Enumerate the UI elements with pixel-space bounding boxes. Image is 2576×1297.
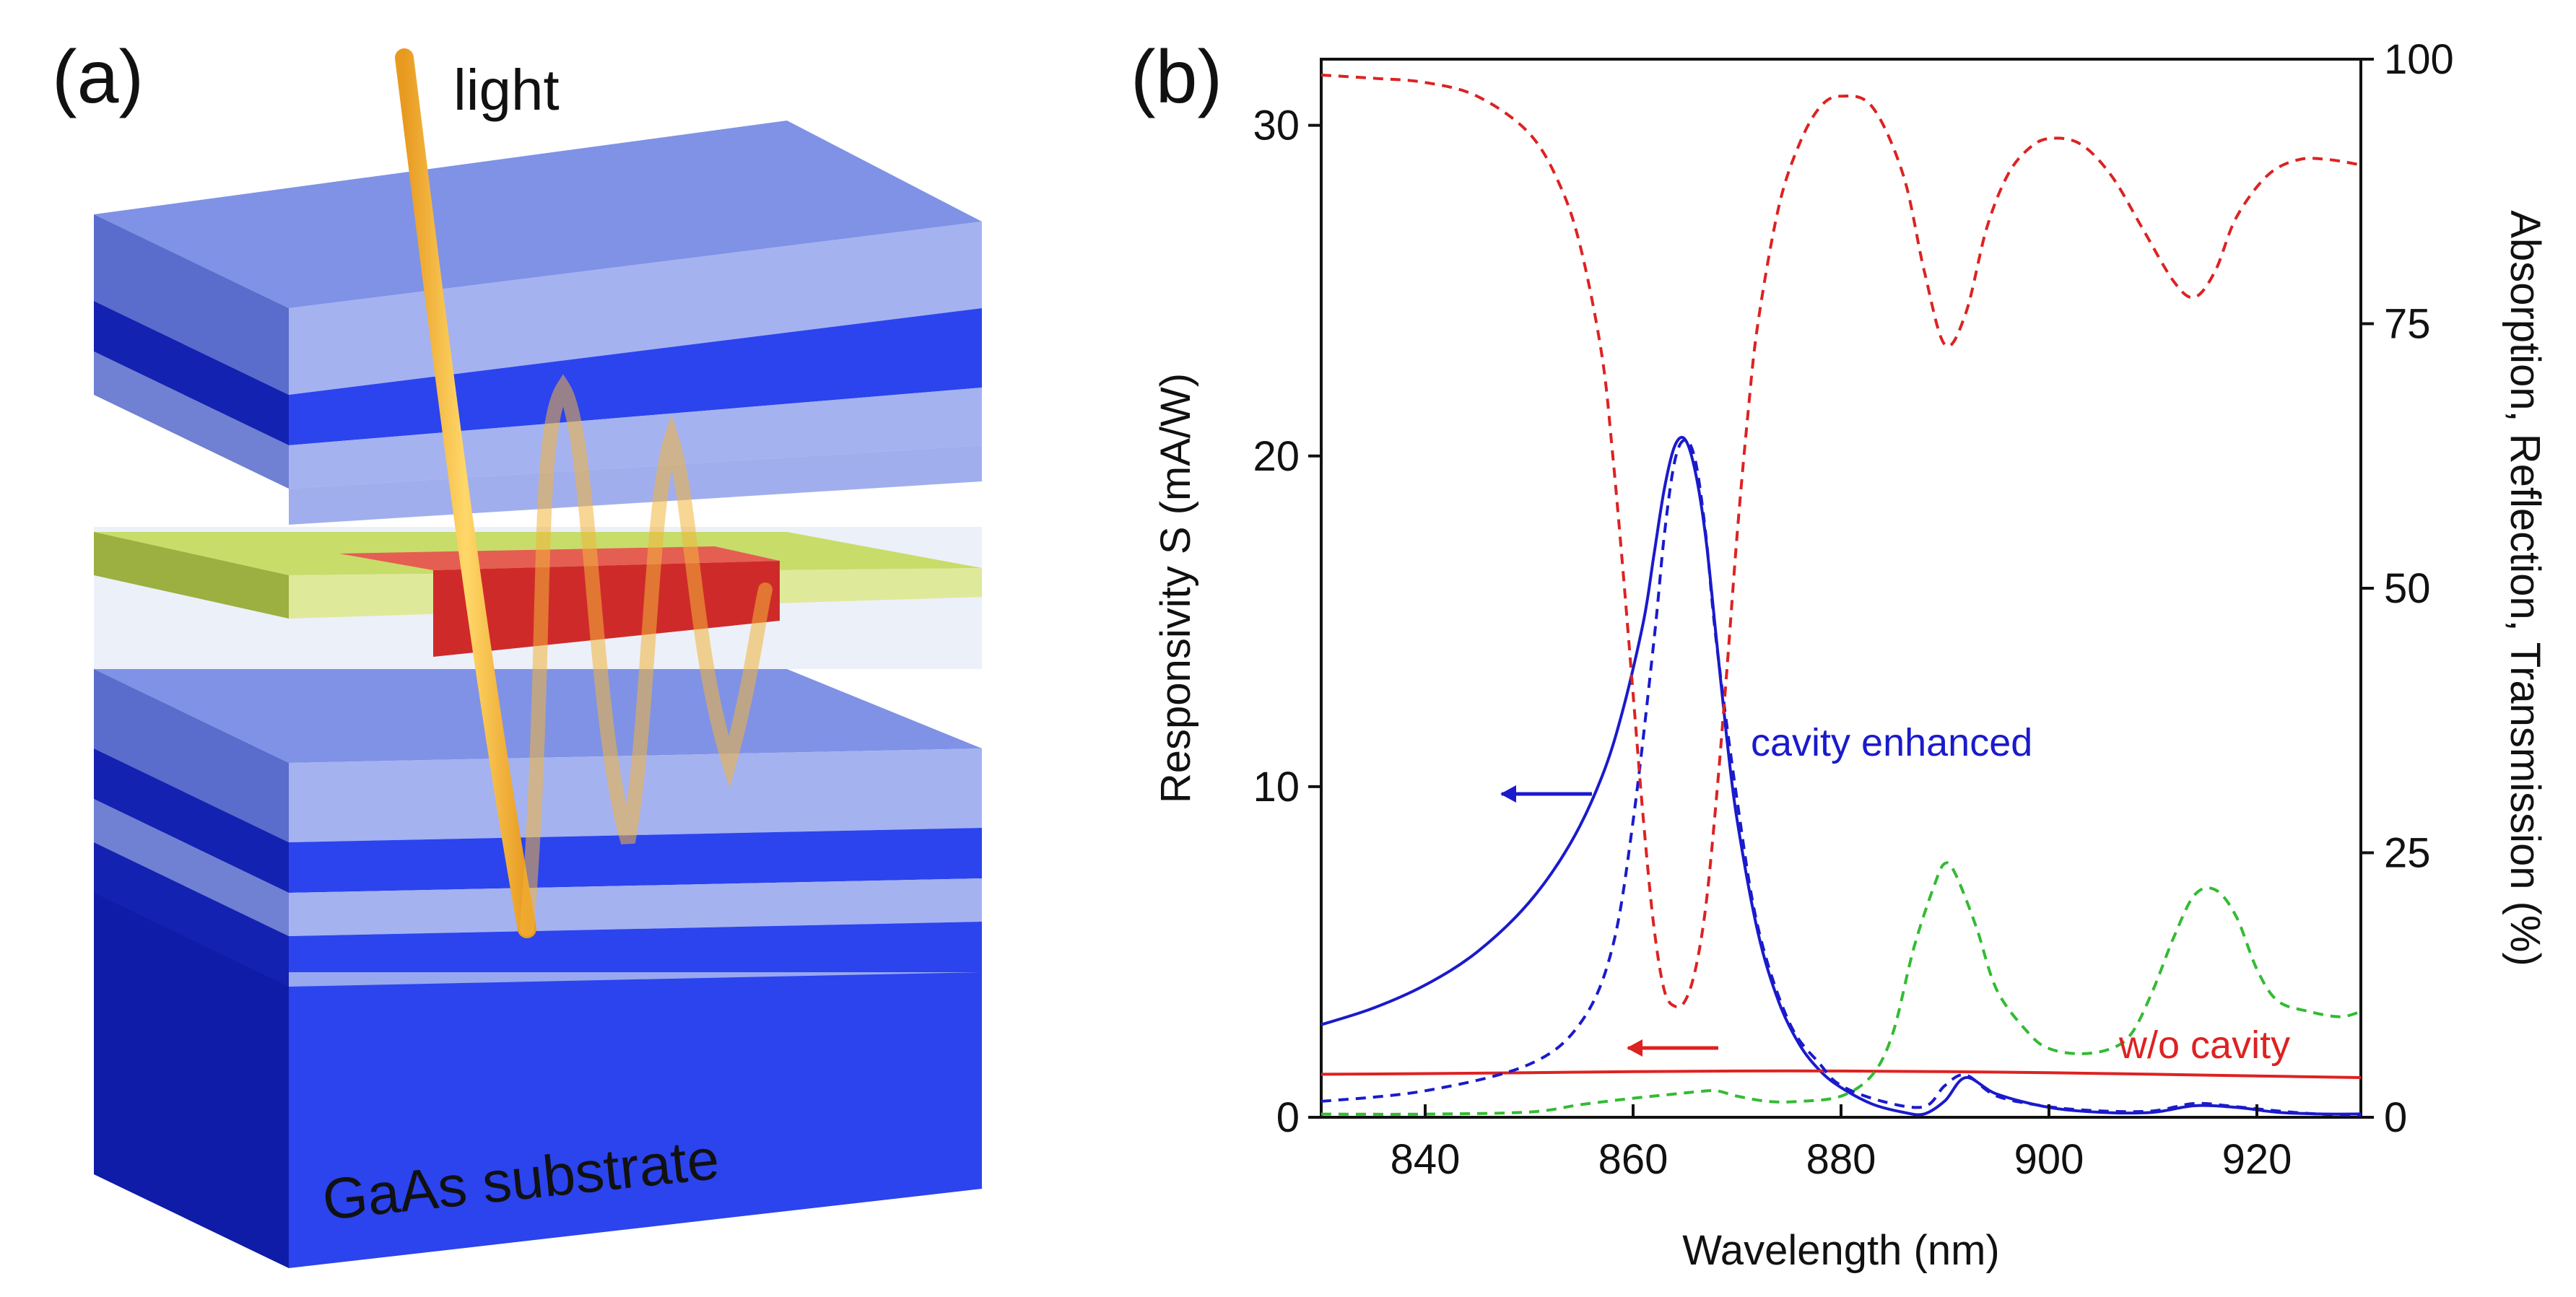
active-region bbox=[94, 527, 982, 669]
device-schematic: (a) bbox=[52, 35, 982, 1268]
y2-tick-label: 75 bbox=[2384, 301, 2431, 348]
x-tick-label: 840 bbox=[1391, 1136, 1461, 1183]
y-axis-title: Responsivity S (mA/W) bbox=[1152, 373, 1199, 803]
y-tick-label: 20 bbox=[1253, 433, 1300, 480]
upper-dbr-mirror bbox=[94, 121, 982, 525]
transmission-line bbox=[1320, 861, 2362, 1116]
panel-a-label: (a) bbox=[52, 35, 144, 119]
absorption-line bbox=[1320, 438, 2362, 1117]
y-tick-label: 10 bbox=[1253, 764, 1300, 811]
series-layer bbox=[1320, 74, 2362, 1117]
x-tick-label: 860 bbox=[1598, 1136, 1668, 1183]
light-beam bbox=[395, 48, 773, 938]
responsivity-chart: (b) 840 860 880 900 920 0 10 20 30 0 25 50 75 100 Wav… bbox=[1131, 35, 2549, 1274]
panel-b-label: (b) bbox=[1131, 35, 1222, 119]
y2-tick-label: 100 bbox=[2384, 36, 2454, 83]
plot-frame bbox=[1320, 58, 2362, 1119]
cavity-enhanced-line bbox=[1320, 436, 2362, 1117]
wo-cavity-label: w/o cavity bbox=[2118, 1023, 2290, 1067]
reflection-line bbox=[1320, 74, 2362, 1009]
ticks-layer: 840 860 880 900 920 0 10 20 30 0 25 50 75 100 bbox=[1253, 36, 2453, 1183]
x-tick-label: 900 bbox=[2014, 1136, 2084, 1183]
y-tick-label: 0 bbox=[1276, 1094, 1300, 1141]
x-tick-label: 920 bbox=[2222, 1136, 2292, 1183]
y-tick-label: 30 bbox=[1253, 102, 1300, 149]
y2-tick-label: 50 bbox=[2384, 565, 2431, 612]
x-axis-title: Wavelength (nm) bbox=[1682, 1227, 1999, 1274]
cavity-enhanced-label: cavity enhanced bbox=[1751, 721, 2032, 764]
gaas-substrate bbox=[94, 878, 982, 1268]
y2-tick-label: 0 bbox=[2384, 1094, 2407, 1141]
light-label: light bbox=[453, 58, 560, 122]
wo-cavity-arrowhead bbox=[1627, 1039, 1642, 1057]
y2-axis-title: Absorption, Reflection, Transmission (%) bbox=[2502, 210, 2549, 966]
y2-tick-label: 25 bbox=[2384, 830, 2431, 877]
x-tick-label: 880 bbox=[1806, 1136, 1876, 1183]
cavity-enhanced-arrowhead bbox=[1500, 785, 1516, 803]
wo-cavity-line bbox=[1320, 1069, 2362, 1079]
